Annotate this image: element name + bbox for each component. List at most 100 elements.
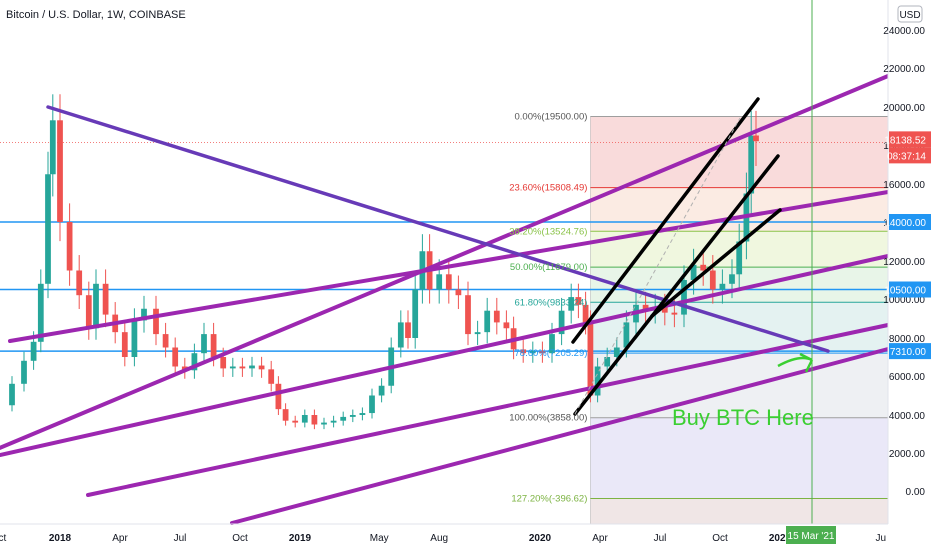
countdown-badge-text: 08:37:14 bbox=[887, 151, 926, 162]
price-tick-label: 12000.00 bbox=[883, 257, 925, 268]
candle-body bbox=[210, 334, 217, 357]
candle-body bbox=[671, 312, 678, 315]
candle-body bbox=[321, 422, 327, 425]
inner-channel-lower bbox=[650, 208, 782, 318]
fib-diagonal bbox=[574, 117, 741, 415]
candle-body bbox=[220, 357, 227, 369]
candle-body bbox=[700, 264, 707, 271]
level-badge-2-text: 7310.00 bbox=[890, 347, 927, 358]
candle-body bbox=[465, 295, 471, 335]
price-tick-label: 10000.00 bbox=[883, 295, 925, 306]
fib-label-6: 100.00%(3858.00) bbox=[509, 413, 587, 424]
candle-body bbox=[258, 365, 265, 370]
candle-body bbox=[369, 395, 375, 414]
candle-body bbox=[93, 283, 99, 329]
candle-body bbox=[30, 341, 37, 361]
currency-label: USD bbox=[899, 10, 920, 21]
candle-body bbox=[239, 366, 246, 369]
candle-body bbox=[66, 222, 73, 271]
candle-body bbox=[21, 360, 27, 384]
price-axis-panel bbox=[888, 0, 932, 550]
fib-label-5: 78.60%(7205.29) bbox=[515, 348, 588, 359]
candle-body bbox=[405, 322, 411, 338]
candle-body bbox=[397, 322, 404, 348]
candle-body bbox=[45, 174, 51, 284]
price-tick-label: 24000.00 bbox=[883, 26, 925, 37]
candle-body bbox=[709, 270, 716, 290]
time-tick-label: 2020 bbox=[529, 533, 552, 544]
level-badge-0-bg bbox=[889, 214, 931, 230]
candle-body bbox=[412, 289, 419, 338]
candle-body bbox=[623, 322, 630, 348]
price-tick-label: 4000.00 bbox=[889, 411, 926, 422]
last-price-badge-text: 18138.52 bbox=[884, 135, 926, 146]
candle-body bbox=[57, 120, 63, 222]
annotation-arrowhead bbox=[799, 352, 814, 373]
fib-labels: 0.00%(19500.00) 23.60%(15808.49) 38.20%(13… bbox=[509, 112, 587, 505]
candle-body bbox=[549, 334, 555, 354]
candle-body bbox=[681, 280, 687, 315]
time-tick-label: May bbox=[370, 533, 389, 544]
candle-body bbox=[191, 353, 198, 371]
price-tick-label: 22000.00 bbox=[883, 64, 925, 75]
price-tick-label: 0.00 bbox=[906, 487, 926, 498]
candle-body bbox=[455, 289, 462, 296]
candle-body bbox=[330, 420, 337, 423]
channel-line-3 bbox=[0, 254, 890, 457]
descending-trend-line bbox=[46, 105, 830, 353]
channel-line-lower bbox=[230, 347, 890, 525]
time-tick-label: 2019 bbox=[289, 533, 312, 544]
candle-body bbox=[85, 295, 92, 329]
candle-body bbox=[493, 310, 500, 323]
time-tick-label: Oct bbox=[712, 533, 728, 544]
cursor-date-badge bbox=[786, 526, 836, 544]
fib-label-0: 0.00%(19500.00) bbox=[515, 112, 588, 123]
candle-body bbox=[690, 264, 697, 280]
candle-body bbox=[594, 366, 601, 396]
candle-body bbox=[503, 322, 510, 329]
time-tick-label: Jul bbox=[654, 533, 667, 544]
time-tick-label: Apr bbox=[112, 533, 128, 544]
candle-body bbox=[539, 351, 546, 354]
candle-body bbox=[131, 320, 138, 357]
price-tick-label: 16000.00 bbox=[883, 180, 925, 191]
candle-body bbox=[729, 274, 735, 284]
candle-body bbox=[568, 297, 575, 311]
candle-body bbox=[582, 304, 589, 323]
candle-body bbox=[359, 413, 366, 415]
candle-body bbox=[37, 283, 44, 342]
cursor-date-text: 15 Mar '21 bbox=[788, 531, 835, 542]
time-tick-label: 2021 bbox=[769, 533, 792, 544]
level-badge-1-text: 10500.00 bbox=[884, 286, 926, 297]
fib-zone-0 bbox=[590, 116, 888, 188]
inner-channel-middle bbox=[573, 154, 780, 416]
candle-body bbox=[229, 366, 236, 369]
candle-body bbox=[604, 357, 611, 367]
fib-label-4: 61.80%(9833.24) bbox=[515, 297, 588, 308]
time-tick-label: Oct bbox=[232, 533, 248, 544]
level-badge-0-text: 14000.00 bbox=[884, 218, 926, 229]
price-tick-label: 20000.00 bbox=[883, 103, 925, 114]
candles bbox=[9, 94, 759, 430]
level-badge-2-bg bbox=[889, 343, 931, 360]
candle-body bbox=[9, 383, 15, 406]
candle-body bbox=[748, 135, 755, 194]
fib-label-2: 38.20%(13524.76) bbox=[509, 226, 587, 237]
candle-body bbox=[102, 283, 109, 315]
channel-line-2 bbox=[8, 190, 890, 343]
price-badges: 18138.52 08:37:14 14000.00 10500.00 7310.00 bbox=[884, 131, 931, 360]
candle-body bbox=[292, 420, 299, 423]
currency-box[interactable] bbox=[897, 5, 923, 23]
fib-label-3: 50.00%(11679.00) bbox=[510, 262, 587, 273]
chart-title: Bitcoin / U.S. Dollar, 1W, COINBASE bbox=[6, 9, 186, 21]
time-tick-label: Apr bbox=[592, 533, 608, 544]
candle-body bbox=[201, 334, 207, 354]
fib-zone-6 bbox=[590, 417, 888, 499]
candle-body bbox=[76, 270, 83, 296]
candle-body bbox=[301, 415, 308, 423]
price-tick-label: 8000.00 bbox=[889, 334, 926, 345]
price-tick-label: 2000.00 bbox=[889, 449, 926, 460]
candle-body bbox=[436, 274, 443, 290]
